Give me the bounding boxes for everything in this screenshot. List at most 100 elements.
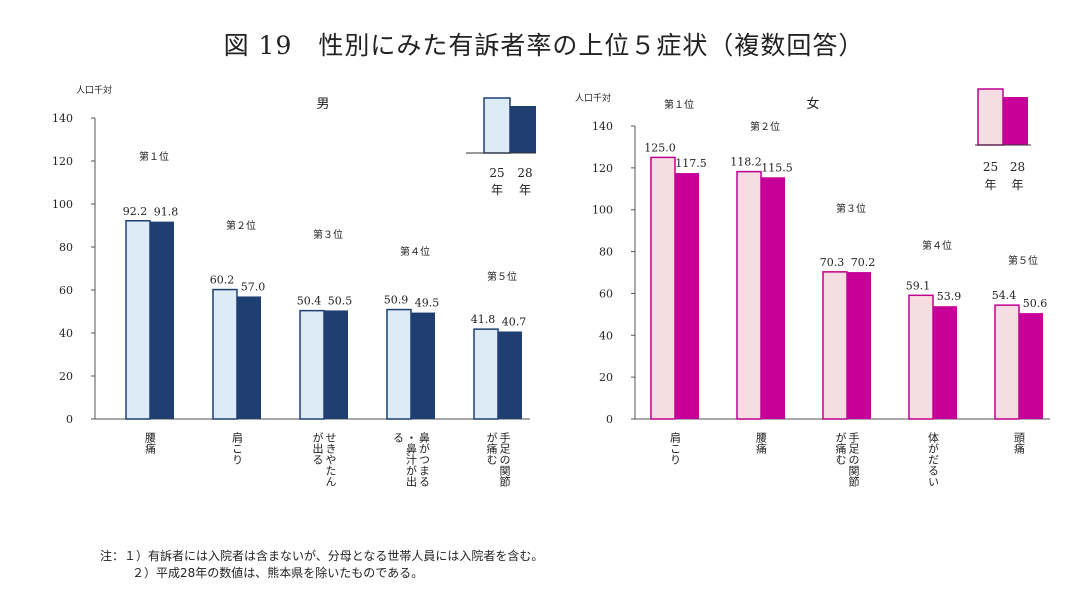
panel1-y-tick-label: 120 xyxy=(52,155,73,168)
panel2-y-tick-label: 100 xyxy=(592,204,613,217)
panel1-bar-28-3 xyxy=(324,310,348,419)
panel1-value-28-3: 50.5 xyxy=(328,294,353,307)
panel1-bar-28-2 xyxy=(237,296,261,419)
panel1-rank-label-4: 第４位 xyxy=(400,245,430,258)
panel1-bar-25-1 xyxy=(125,220,151,420)
panel1-legend-swatch-28 xyxy=(510,106,536,153)
panel2-value-28-3: 70.2 xyxy=(851,256,876,269)
panel1-legend-swatch-25 xyxy=(483,97,511,154)
panel1-y-tick-label: 60 xyxy=(59,284,73,297)
panel2-bar-28-1 xyxy=(675,173,699,419)
panel1-y-tick-label: 80 xyxy=(59,241,73,254)
panel1-y-tick-label: 140 xyxy=(52,112,73,125)
panel1-category-label-4: 鼻がつまる xyxy=(418,431,431,487)
panel1-rank-label-2: 第２位 xyxy=(226,219,256,232)
panel1-unit-label: 人口千対 xyxy=(76,84,112,96)
panel2-value-28-1: 117.5 xyxy=(675,157,707,170)
panel1-category-label-2: 肩こり xyxy=(231,431,244,465)
panel2-bar-25-5 xyxy=(994,304,1020,420)
panel1-category-label-5: 手足の関節 xyxy=(498,431,511,488)
panel2-category-label-5: 頭痛 xyxy=(1013,432,1026,455)
panel1-value-25-2: 60.2 xyxy=(210,274,235,287)
panel2-bar-25-4 xyxy=(908,294,934,420)
panel1-y-tick-label: 40 xyxy=(59,327,73,340)
panel2-legend-unit: 年 xyxy=(984,178,996,192)
panel2-rank-label-4: 第４位 xyxy=(922,239,952,252)
panel2-value-25-4: 59.1 xyxy=(906,279,931,292)
panel1-category-label-4: ・鼻汁が出 xyxy=(405,432,418,487)
panel2-bar-25-2 xyxy=(736,170,762,420)
panel1-category-label-5: が痛む xyxy=(485,432,498,465)
panel1-value-25-3: 50.4 xyxy=(297,295,322,308)
panel1-y-tick-label: 100 xyxy=(52,198,73,211)
panel1-category-label-1: 腰痛 xyxy=(144,432,157,455)
panel1-legend-year-25: 25 xyxy=(489,166,504,180)
panel2-bar-28-5 xyxy=(1019,313,1043,419)
panel2-rank-label-5: 第５位 xyxy=(1008,254,1038,267)
panel1-bar-25-2 xyxy=(212,288,238,420)
panel2-rank-label-2: 第２位 xyxy=(750,120,780,133)
panel2-bar-25-3 xyxy=(822,271,848,420)
panel2-y-tick-label: 20 xyxy=(599,371,613,384)
panel1-value-28-4: 49.5 xyxy=(415,297,440,310)
panel1-category-label-4: る xyxy=(392,432,405,443)
panel2-value-28-4: 53.9 xyxy=(937,290,962,303)
chart-title: 図 19 性別にみた有訴者率の上位５症状（複数回答） xyxy=(223,31,865,60)
panel1-legend-unit: 年 xyxy=(491,183,503,197)
panel1-value-28-5: 40.7 xyxy=(502,315,527,328)
panel2-bar-28-2 xyxy=(761,177,785,419)
panel1-bar-25-3 xyxy=(299,309,325,420)
panel1-rank-label-3: 第３位 xyxy=(313,228,343,241)
panel2-y-tick-label: 40 xyxy=(599,329,613,342)
panel2-bar-28-3 xyxy=(847,272,871,419)
panel2-value-25-2: 118.2 xyxy=(730,156,762,169)
panel1-value-28-2: 57.0 xyxy=(241,280,266,293)
panel1-category-label-3: が出る xyxy=(311,432,324,465)
panel2-bar-25-1 xyxy=(650,156,676,420)
panel2-category-label-4: 体がだるい xyxy=(927,431,940,487)
panel2-value-25-3: 70.3 xyxy=(820,256,845,269)
panel2-value-28-5: 50.6 xyxy=(1023,297,1048,310)
panel2-y-tick-label: 120 xyxy=(592,162,613,175)
panel2-gender-label: 女 xyxy=(806,96,819,112)
panel1-rank-label-1: 第１位 xyxy=(139,150,169,163)
panel2-category-label-2: 腰痛 xyxy=(755,432,768,455)
panel2-value-25-5: 54.4 xyxy=(992,289,1017,302)
panel1-bar-28-4 xyxy=(411,312,435,419)
panel1-value-28-1: 91.8 xyxy=(154,206,179,219)
footnote-2: ２）平成28年の数値は、熊本県を除いたものである。 xyxy=(132,566,424,580)
panel2-legend-year-28: 28 xyxy=(1010,160,1025,174)
panel2-legend-swatch-25 xyxy=(977,88,1004,146)
panel2-unit-label: 人口千対 xyxy=(575,92,611,104)
panel2-value-25-1: 125.0 xyxy=(644,141,676,154)
panel1-value-25-5: 41.8 xyxy=(471,313,496,326)
panel2-category-label-3: が痛む xyxy=(834,432,847,465)
panel1-value-25-4: 50.9 xyxy=(384,294,409,307)
panel1-bar-28-5 xyxy=(498,331,522,419)
panel2-legend-swatch-28 xyxy=(1003,97,1028,145)
footnotes: 注：１）有訴者には入院者は含まないが、分母となる世帯人員には入院者を含む。 ２）… xyxy=(100,548,543,582)
panel1-category-label-3: せきやたん xyxy=(324,432,337,487)
panel1-legend-unit: 年 xyxy=(519,183,531,197)
panel1-bar-28-1 xyxy=(150,221,174,419)
panel1-value-25-1: 92.2 xyxy=(123,205,148,218)
panel1-y-tick-label: 20 xyxy=(59,370,73,383)
panel1-legend-year-28: 28 xyxy=(517,166,532,180)
panel2-y-tick-label: 140 xyxy=(592,120,613,133)
panel2-rank-label-3: 第３位 xyxy=(836,202,866,215)
panel2-category-label-1: 肩こり xyxy=(669,431,682,465)
panel2-rank-label-1: 第１位 xyxy=(664,98,694,111)
panel1-gender-label: 男 xyxy=(316,97,329,112)
panel2-y-tick-label: 80 xyxy=(599,246,613,259)
panel2-value-28-2: 115.5 xyxy=(761,161,793,174)
panel1-bar-25-5 xyxy=(473,328,499,420)
panel2-bar-28-4 xyxy=(933,306,957,419)
panel1-rank-label-5: 第５位 xyxy=(487,270,517,283)
panel2-legend-unit: 年 xyxy=(1011,178,1023,192)
panel2-y-tick-label: 60 xyxy=(599,287,613,300)
footnote-1: 注：１）有訴者には入院者は含まないが、分母となる世帯人員には入院者を含む。 xyxy=(100,549,544,563)
panel1-y-tick-label: 0 xyxy=(66,413,73,426)
panel2-y-tick-label: 0 xyxy=(606,413,613,426)
panel2-legend-year-25: 25 xyxy=(983,160,998,174)
